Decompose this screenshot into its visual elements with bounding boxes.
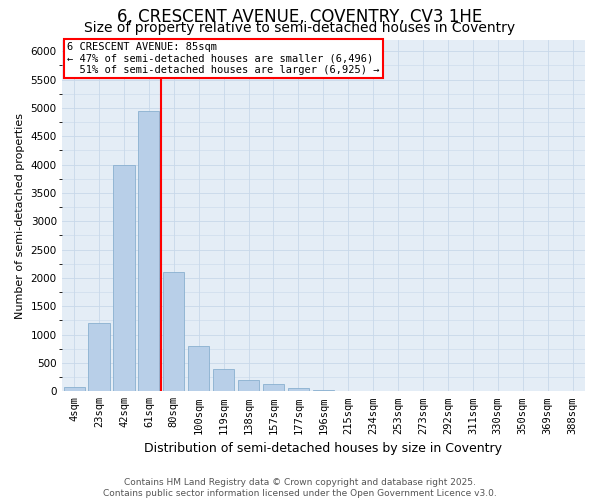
Text: 6 CRESCENT AVENUE: 85sqm
← 47% of semi-detached houses are smaller (6,496)
  51%: 6 CRESCENT AVENUE: 85sqm ← 47% of semi-d… bbox=[67, 42, 379, 75]
Text: Contains HM Land Registry data © Crown copyright and database right 2025.
Contai: Contains HM Land Registry data © Crown c… bbox=[103, 478, 497, 498]
Bar bbox=[163, 272, 184, 392]
Bar bbox=[313, 390, 334, 392]
X-axis label: Distribution of semi-detached houses by size in Coventry: Distribution of semi-detached houses by … bbox=[145, 442, 502, 455]
Bar bbox=[288, 388, 309, 392]
Text: 6, CRESCENT AVENUE, COVENTRY, CV3 1HE: 6, CRESCENT AVENUE, COVENTRY, CV3 1HE bbox=[118, 8, 482, 26]
Bar bbox=[213, 368, 234, 392]
Y-axis label: Number of semi-detached properties: Number of semi-detached properties bbox=[15, 112, 25, 318]
Text: Size of property relative to semi-detached houses in Coventry: Size of property relative to semi-detach… bbox=[85, 21, 515, 35]
Bar bbox=[64, 388, 85, 392]
Bar bbox=[188, 346, 209, 392]
Bar bbox=[238, 380, 259, 392]
Bar bbox=[138, 111, 160, 392]
Bar bbox=[113, 164, 134, 392]
Bar bbox=[263, 384, 284, 392]
Bar bbox=[88, 324, 110, 392]
